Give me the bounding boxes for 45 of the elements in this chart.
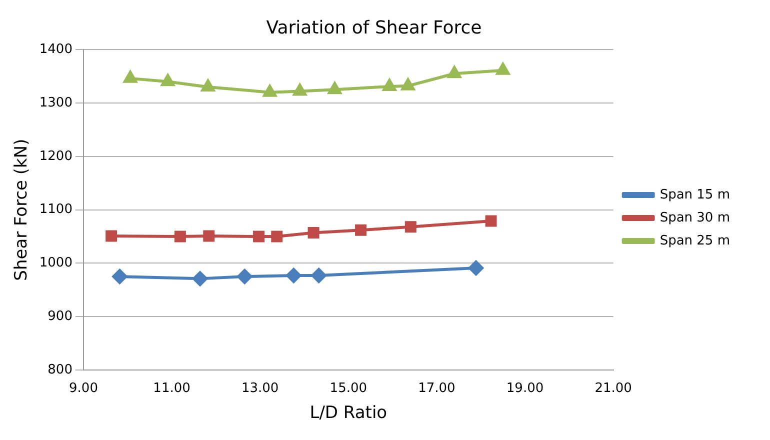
point bbox=[328, 82, 342, 94]
x-tick-label: 13.00 bbox=[241, 381, 279, 396]
x-tick-label: 11.00 bbox=[153, 381, 190, 396]
point bbox=[404, 221, 416, 233]
x-axis-title: L/D Ratio bbox=[310, 403, 388, 424]
point bbox=[106, 230, 118, 242]
point bbox=[468, 260, 484, 276]
point bbox=[201, 79, 215, 92]
point bbox=[237, 269, 252, 284]
point bbox=[203, 230, 215, 242]
point bbox=[263, 84, 277, 97]
point bbox=[448, 66, 462, 78]
x-tick-label: 9.00 bbox=[69, 381, 98, 396]
y-axis-title: Shear Force (kN) bbox=[12, 138, 32, 281]
point bbox=[161, 74, 175, 86]
x-tick-label: 19.00 bbox=[506, 381, 544, 396]
point bbox=[293, 84, 307, 96]
point bbox=[355, 224, 367, 236]
y-tick-label: 1300 bbox=[39, 95, 72, 110]
legend-label: Span 30 m bbox=[660, 210, 730, 226]
y-tick-label: 1400 bbox=[39, 42, 72, 57]
legend-label: Span 15 m bbox=[660, 187, 730, 202]
point bbox=[308, 227, 320, 239]
x-tick-label: 15.00 bbox=[330, 381, 368, 396]
y-tick-label: 1200 bbox=[39, 148, 72, 164]
legend-label: Span 25 m bbox=[660, 233, 730, 248]
y-tick-label: 1000 bbox=[39, 256, 72, 271]
point bbox=[124, 70, 137, 83]
point bbox=[382, 78, 396, 91]
point bbox=[253, 230, 265, 242]
point bbox=[401, 78, 415, 90]
point bbox=[192, 271, 208, 286]
point bbox=[286, 268, 302, 283]
point bbox=[311, 268, 326, 283]
point bbox=[496, 62, 510, 75]
y-tick-label: 900 bbox=[48, 308, 72, 324]
chart-title: Variation of Shear Force bbox=[266, 17, 482, 38]
y-tick-label: 1100 bbox=[39, 202, 72, 218]
point bbox=[485, 215, 497, 227]
y-tick-label: 800 bbox=[48, 362, 72, 378]
point bbox=[271, 230, 283, 242]
x-tick-label: 21.00 bbox=[594, 381, 632, 396]
point bbox=[112, 269, 128, 284]
point bbox=[174, 230, 186, 242]
x-tick-label: 17.00 bbox=[418, 381, 456, 396]
